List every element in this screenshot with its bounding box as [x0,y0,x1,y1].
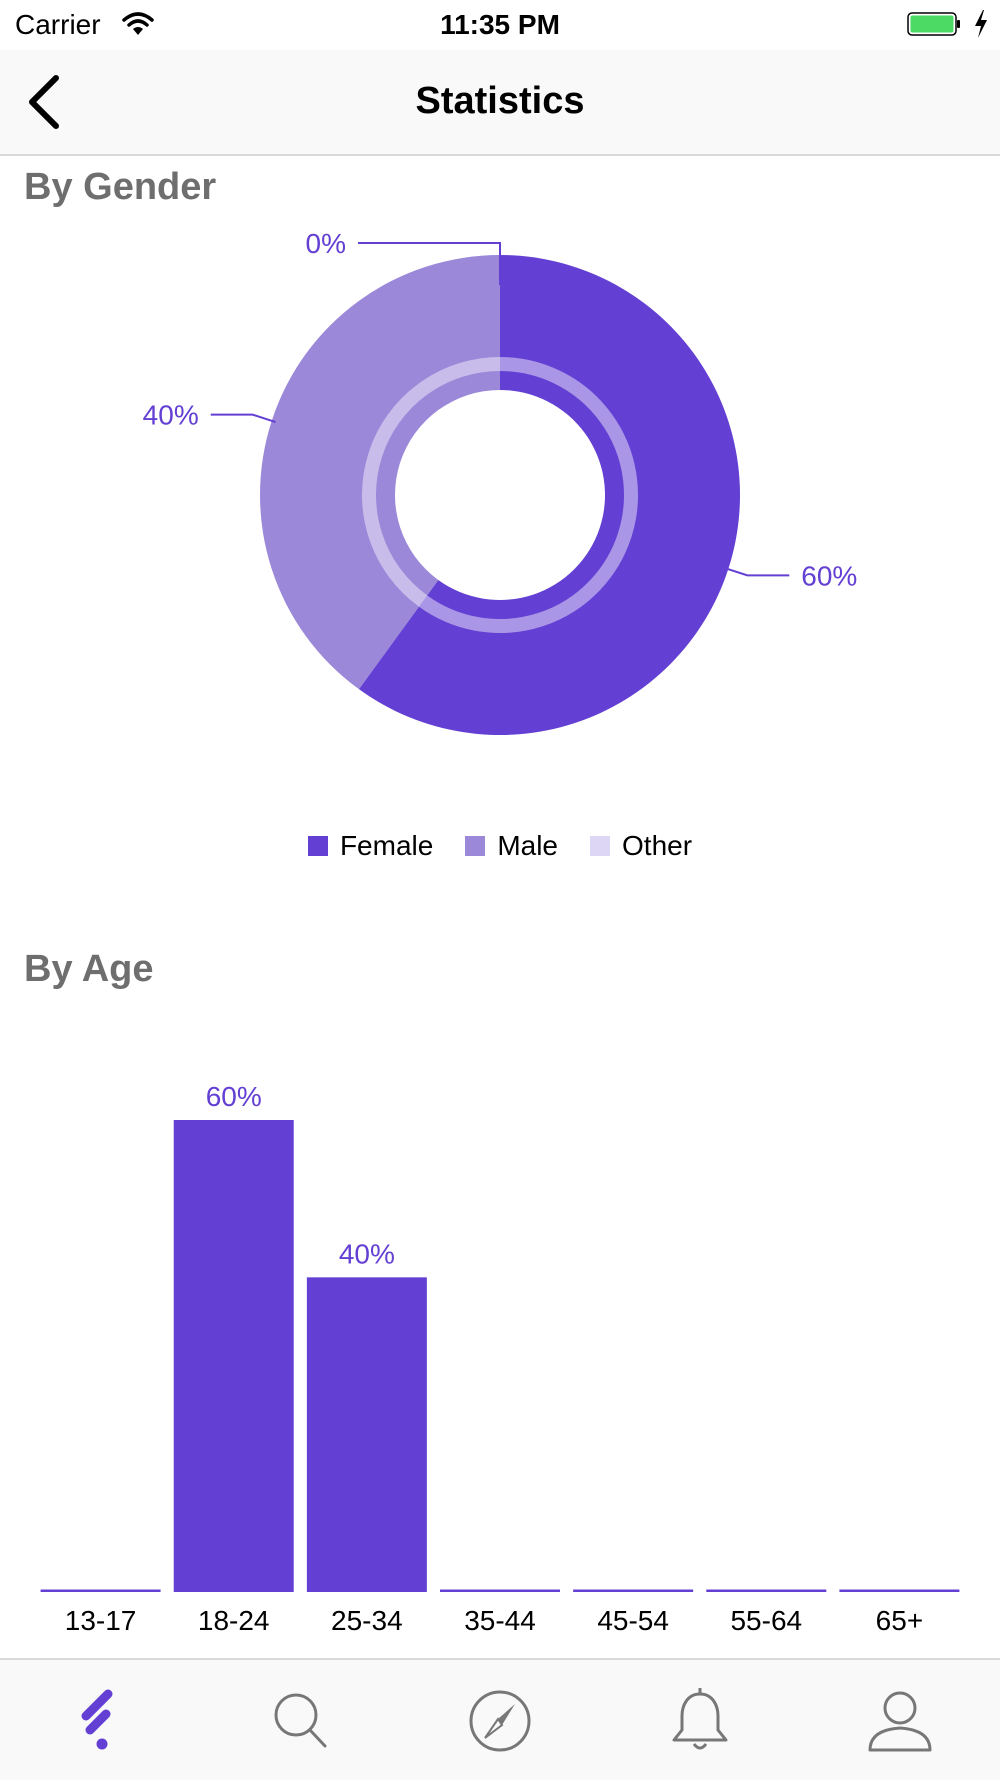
leader-line-male [210,413,276,424]
donut-ring-female [418,357,638,633]
bar-value-label-18-24: 60% [206,1081,262,1112]
x-tick-label-55-64: 55-64 [730,1605,802,1636]
leader-line-female [724,566,790,577]
charging-bolt-icon [975,10,987,38]
age-bar-chart: 13-17 60% 18-24 40% 25-34 35-44 45-54 55-64 65+ [40,1081,960,1636]
legend-label-male: Male [497,830,559,861]
legend-item-female: Female [307,830,434,862]
wifi-icon [122,12,154,35]
x-tick-label-18-24: 18-24 [198,1605,270,1636]
x-tick-label-45-54: 45-54 [597,1605,669,1636]
donut-slice-male [260,255,500,690]
x-tick-label-35-44: 35-44 [464,1605,536,1636]
gender-section-title: By Gender [24,166,217,208]
legend-swatch-other [590,836,611,856]
legend-item-other: Other [590,830,692,862]
x-tick-label-65+: 65+ [876,1605,924,1636]
legend-label-female: Female [339,830,434,861]
legend-swatch-female [307,836,328,856]
gender-legend: Female Male Other [0,830,1000,862]
search-icon [274,1693,327,1748]
gender-donut-chart: 60% 40% 0% [143,228,857,735]
page-title: Statistics [415,80,585,122]
leader-line-other [358,242,501,285]
tab-explore[interactable] [460,1686,540,1756]
bar-35-44 [440,1589,560,1592]
back-button[interactable] [22,74,72,130]
person-icon [868,1691,932,1752]
bell-icon [672,1688,728,1750]
tab-bar [0,1658,1000,1780]
status-bar: Carrier 11:35 PM [0,0,1000,50]
age-section-title: By Age [24,948,154,990]
chevron-left-icon [29,75,59,129]
tab-notifications[interactable] [660,1686,740,1756]
bar-value-label-25-34: 40% [339,1238,395,1269]
donut-slice-female [358,255,740,735]
bar-55-64 [706,1589,827,1592]
legend-swatch-male [465,836,486,856]
tab-feed[interactable] [60,1686,140,1756]
feed-icon [81,1689,113,1750]
tab-profile[interactable] [860,1686,940,1756]
donut-ring-male [362,357,501,607]
bar-25-34 [306,1277,427,1592]
donut-label-male: 40% [143,400,199,431]
battery-icon [907,12,960,36]
donut-label-female: 60% [801,560,857,591]
bar-18-24 [173,1120,294,1592]
legend-label-other: Other [622,830,693,861]
donut-label-other: 0% [306,228,346,259]
x-tick-label-13-17: 13-17 [65,1605,137,1636]
bar-13-17 [40,1589,161,1592]
carrier-label: Carrier [15,9,101,40]
x-tick-label-25-34: 25-34 [331,1605,403,1636]
legend-item-male: Male [465,830,558,862]
bar-45-54 [573,1589,694,1592]
clock: 11:35 PM [440,9,560,40]
tab-search[interactable] [260,1686,340,1756]
navigation-bar: Statistics [0,50,1000,156]
compass-icon [469,1690,531,1752]
bar-65+ [839,1589,960,1592]
